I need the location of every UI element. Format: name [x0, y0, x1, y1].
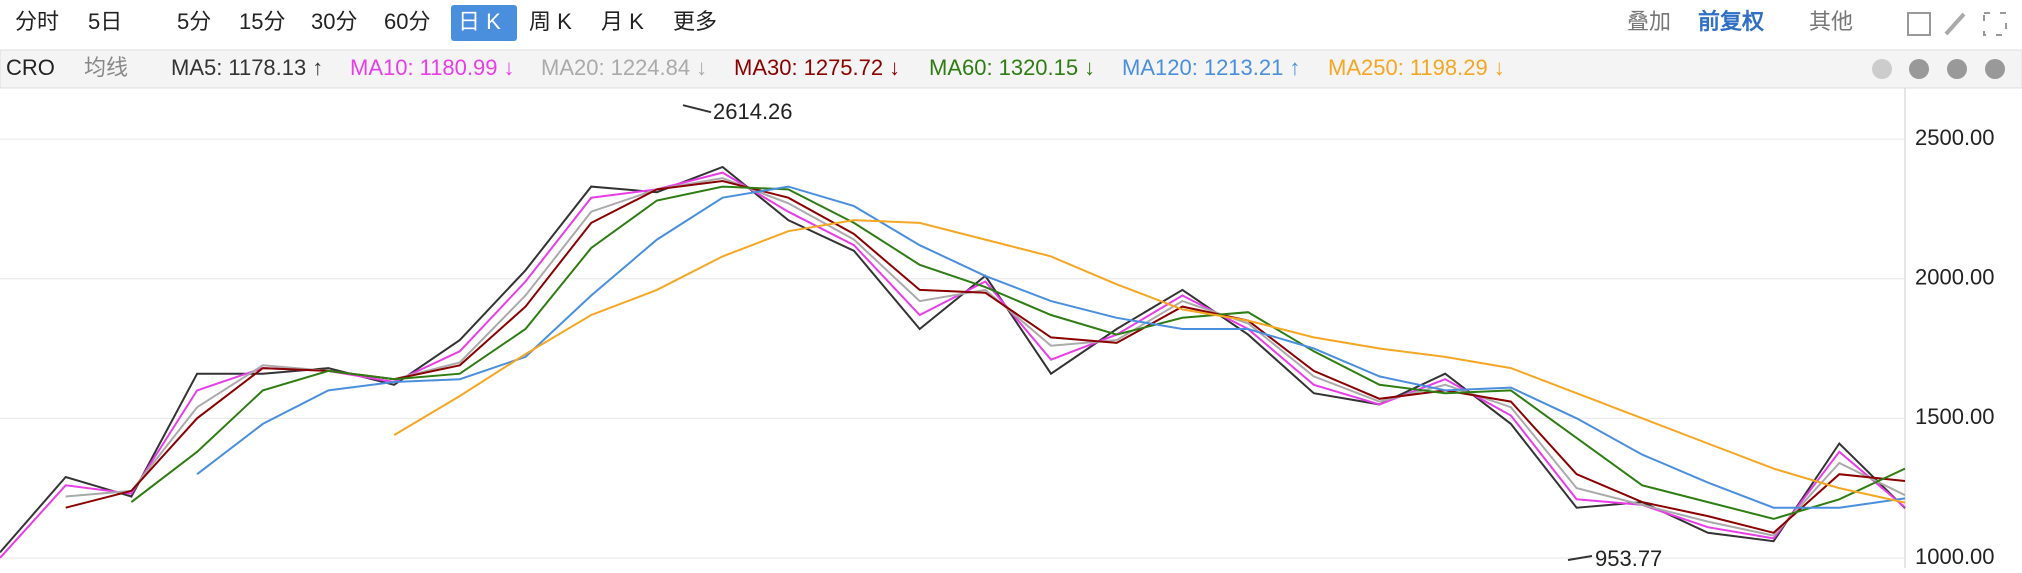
y-tick-label: 1000.00 — [1915, 544, 1995, 568]
toolbar-option[interactable]: 叠加 — [1627, 9, 1671, 34]
period-tab[interactable]: 周 K — [529, 9, 572, 34]
active-tab — [451, 5, 517, 41]
fullscreen-icon[interactable] — [1983, 12, 2007, 36]
toolbar-option[interactable]: 其他 — [1809, 9, 1853, 34]
high-arrow — [682, 104, 712, 114]
period-tab[interactable]: 15分 — [239, 9, 285, 34]
toolbar-icons — [1872, 12, 2007, 79]
legend-trend: ↓ — [504, 55, 515, 80]
legend-entry: MA120: 1213.21 ↑ — [1122, 55, 1300, 80]
indicator[interactable]: 均线 — [84, 55, 128, 80]
period-tab[interactable]: 分时 — [15, 9, 59, 34]
legend-trend: ↓ — [1084, 55, 1095, 80]
toolbar — [0, 0, 2022, 50]
add-icon[interactable] — [1909, 59, 1929, 79]
period-tab[interactable]: 日 K — [458, 9, 501, 34]
legend-name: MA250: — [1328, 55, 1404, 80]
legend-trend: ↑ — [1289, 55, 1300, 80]
legend-entry: MA250: 1198.29 ↓ — [1328, 55, 1505, 80]
legend-value: 1198.29 — [1410, 55, 1488, 80]
legend-entry: MA20: 1224.84 ↓ — [541, 55, 707, 80]
legend-entry: MA5: 1178.13 ↑ — [171, 55, 323, 80]
legend-name: MA10: — [350, 55, 414, 80]
ma-line — [130, 185, 1906, 520]
close-icon[interactable] — [1985, 59, 2005, 79]
y-tick-label: 1500.00 — [1915, 404, 1995, 429]
y-tick-label: 2500.00 — [1915, 125, 1995, 150]
legend-value: 1180.99 — [420, 55, 498, 80]
toolbar-option[interactable]: 前复权 — [1698, 9, 1765, 34]
legend-trend: ↓ — [696, 55, 707, 80]
ma-line — [65, 179, 1906, 534]
remove-icon[interactable] — [1872, 59, 1892, 79]
low-label: 953.77 — [1595, 546, 1662, 568]
legend-name: MA5: — [171, 55, 222, 80]
low-arrow — [1567, 555, 1593, 561]
period-tab[interactable]: 5分 — [177, 9, 211, 34]
legend-entry: MA60: 1320.15 ↓ — [929, 55, 1095, 80]
legend-name: MA30: — [734, 55, 798, 80]
legend-value: 1213.21 — [1204, 55, 1284, 80]
period-tab[interactable]: 30分 — [311, 9, 357, 34]
legend-value: 1320.15 — [999, 55, 1079, 80]
period-tab[interactable]: 5日 — [88, 9, 122, 34]
legend-bar — [0, 49, 2022, 89]
legend-value: 1224.84 — [611, 55, 691, 80]
grid-icon[interactable] — [1907, 12, 1931, 36]
legend-name: MA120: — [1122, 55, 1198, 80]
draw-icon[interactable] — [1944, 12, 1966, 36]
high-label: 2614.26 — [713, 99, 793, 124]
ma-line — [65, 177, 1906, 537]
ma-line — [0, 165, 1906, 554]
symbol: CRO — [6, 55, 55, 80]
legend-name: MA60: — [929, 55, 993, 80]
legend-trend: ↓ — [889, 55, 900, 80]
period-tab[interactable]: 60分 — [384, 9, 430, 34]
legend-trend: ↓ — [1494, 55, 1505, 80]
ma-line — [196, 185, 1906, 509]
legend-entry: MA10: 1180.99 ↓ — [350, 55, 515, 80]
settings-icon[interactable] — [1947, 59, 1967, 79]
period-tab[interactable]: 更多 — [673, 9, 717, 34]
period-tab[interactable]: 月 K — [601, 9, 644, 34]
ma-line — [393, 219, 1906, 504]
y-tick-label: 2000.00 — [1915, 265, 1995, 290]
legend-name: MA20: — [541, 55, 605, 80]
legend-entry: MA30: 1275.72 ↓ — [734, 55, 900, 80]
legend-value: 1178.13 — [228, 55, 306, 80]
legend-trend: ↑ — [312, 55, 323, 80]
legend-value: 1275.72 — [804, 55, 884, 80]
